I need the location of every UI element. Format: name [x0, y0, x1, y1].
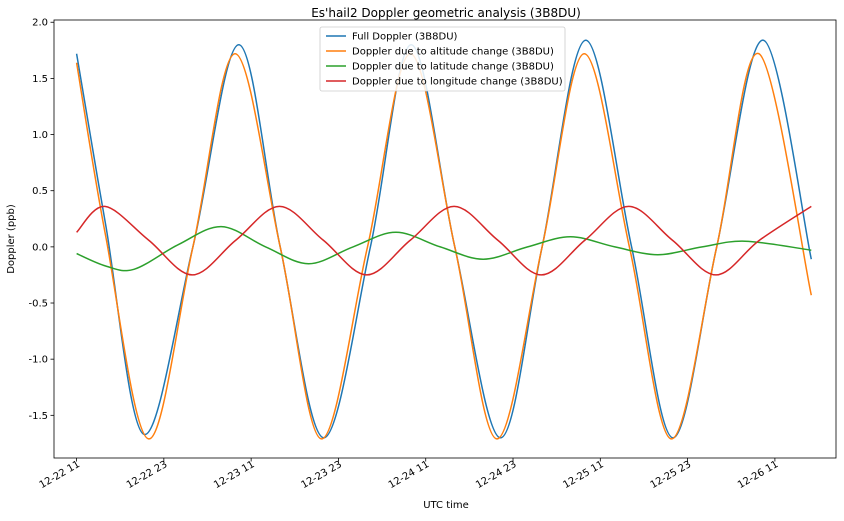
y-tick-label: 2.0	[32, 18, 48, 29]
legend-label-3: Doppler due to latitude change (3B8DU)	[352, 62, 554, 73]
x-tick-label: 12-25 23	[649, 459, 693, 491]
y-axis: -1.5 -1.0 -0.5 0.0 0.5 1.0 1.5 2.0	[28, 18, 54, 422]
x-tick-label: 12-26 11	[736, 459, 780, 491]
y-tick-label: 1.5	[32, 74, 48, 85]
y-tick-label: 0.5	[32, 186, 48, 197]
x-tick-label: 12-25 11	[561, 459, 605, 491]
legend-label-2: Doppler due to altitude change (3B8DU)	[352, 47, 554, 58]
y-tick-label: -1.5	[28, 411, 48, 422]
chart-title: Es'hail2 Doppler geometric analysis (3B8…	[311, 6, 581, 20]
legend-label-1: Full Doppler (3B8DU)	[352, 32, 458, 43]
x-tick-label: 12-24 11	[387, 459, 431, 491]
x-axis-label: UTC time	[423, 500, 469, 511]
y-axis-label: Doppler (ppb)	[6, 204, 17, 274]
series-line-3	[76, 225, 812, 272]
series-layer	[75, 39, 813, 440]
legend-box	[319, 26, 566, 92]
series-line-2	[75, 52, 813, 440]
x-tick-label: 12-24 23	[474, 459, 518, 491]
plot-frame	[53, 19, 837, 459]
y-tick-label: -1.0	[28, 355, 48, 366]
series-line-1	[75, 39, 813, 439]
legend: Full Doppler (3B8DU) Doppler due to altit…	[319, 26, 566, 92]
x-axis: 12-22 11 12-22 23 12-23 11 12-23 23 12-24 11…	[38, 458, 780, 491]
x-tick-label: 12-23 11	[212, 459, 256, 491]
y-tick-label: -0.5	[28, 299, 48, 310]
y-tick-label: 0.0	[32, 242, 48, 253]
x-tick-label: 12-23 23	[299, 459, 343, 491]
x-tick-label: 12-22 23	[125, 459, 169, 491]
y-tick-label: 1.0	[32, 130, 48, 141]
x-tick-label: 12-22 11	[38, 459, 82, 491]
legend-label-4: Doppler due to longitude change (3B8DU)	[352, 77, 563, 88]
series-line-4	[76, 205, 812, 276]
